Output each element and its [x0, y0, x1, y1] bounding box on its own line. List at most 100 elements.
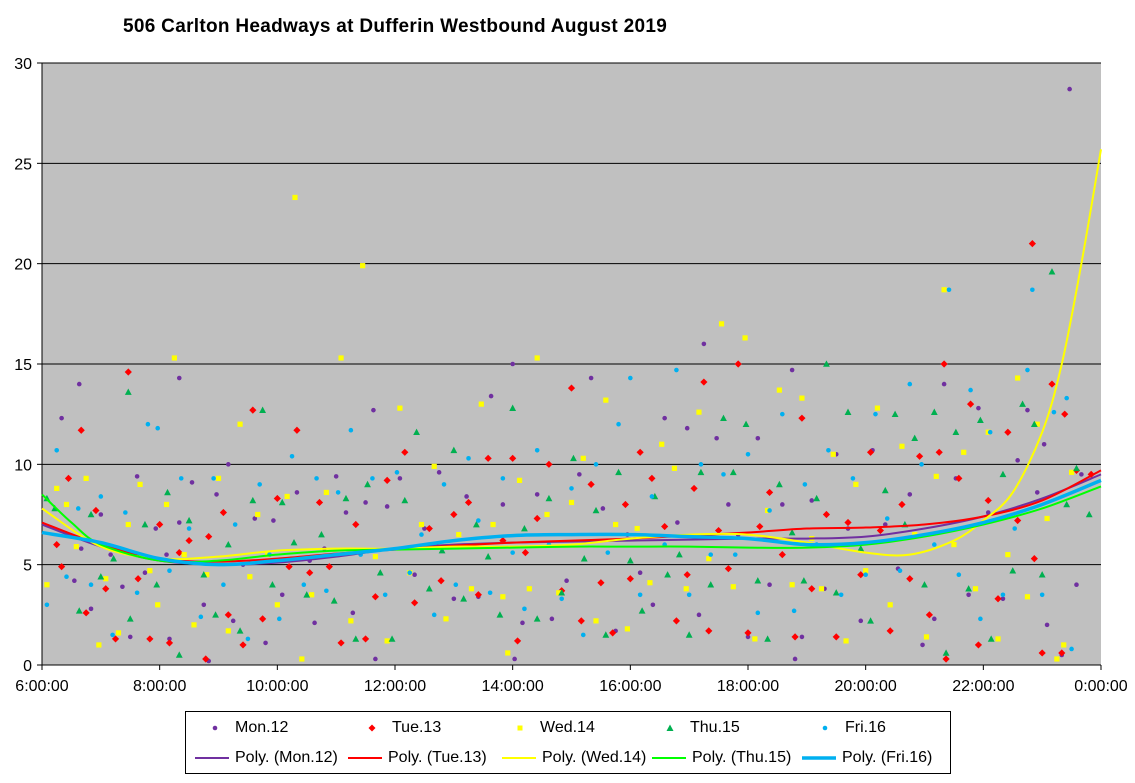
x-tick-label: 22:00:00	[952, 678, 1014, 695]
data-point	[259, 406, 267, 413]
data-point	[350, 610, 356, 616]
data-point	[323, 489, 329, 496]
data-point	[745, 634, 751, 640]
legend-label: Thu.15	[690, 719, 740, 736]
data-point	[808, 585, 816, 593]
data-point	[376, 569, 384, 576]
data-point	[364, 480, 371, 488]
data-point	[363, 500, 368, 505]
data-point	[626, 557, 634, 564]
data-point	[191, 622, 197, 628]
data-point	[942, 655, 950, 663]
data-point	[683, 571, 691, 579]
legend-item-poly-fri16: Poly. (Fri.16)	[800, 747, 932, 769]
data-point	[142, 570, 148, 575]
data-point	[705, 627, 713, 635]
trendline-poly-wed-14	[41, 149, 1102, 561]
data-point	[718, 321, 725, 327]
legend-marker-mon12	[212, 725, 218, 731]
data-point	[211, 476, 216, 481]
data-point	[850, 476, 856, 481]
data-point	[509, 404, 517, 411]
data-point	[285, 563, 293, 571]
data-point	[269, 581, 276, 588]
data-point	[556, 590, 562, 596]
data-point	[436, 470, 442, 475]
y-tick-label: 5	[23, 558, 32, 575]
data-point	[844, 408, 852, 415]
data-point	[425, 585, 433, 592]
data-point	[897, 568, 903, 573]
data-point	[163, 501, 170, 508]
data-point	[985, 510, 991, 515]
data-point	[520, 620, 525, 626]
y-tick-label: 0	[23, 658, 32, 675]
data-point	[567, 384, 576, 392]
legend-item-poly-wed14: Poly. (Wed.14)	[500, 747, 646, 769]
data-point	[164, 552, 169, 557]
data-point	[664, 571, 671, 578]
data-point	[466, 456, 471, 461]
data-point	[259, 615, 267, 623]
data-point	[110, 632, 115, 638]
legend-label: Wed.14	[540, 719, 595, 736]
data-point	[686, 592, 692, 598]
data-point	[941, 287, 947, 293]
data-point	[935, 448, 943, 456]
data-point	[314, 476, 319, 481]
data-point	[721, 472, 726, 477]
legend-item-thu15: Thu.15	[656, 717, 740, 739]
data-point	[189, 480, 195, 485]
data-point	[348, 618, 354, 624]
data-point	[961, 449, 967, 455]
data-point	[64, 574, 69, 580]
data-point	[976, 416, 984, 423]
data-point	[373, 656, 378, 662]
data-point	[185, 516, 193, 524]
data-point	[809, 498, 815, 503]
data-point	[431, 612, 437, 618]
data-point	[75, 607, 83, 614]
data-point	[752, 636, 758, 642]
data-point	[185, 536, 193, 545]
data-point	[453, 582, 459, 588]
data-point	[685, 631, 693, 638]
axes	[41, 63, 1102, 670]
data-point	[732, 552, 738, 557]
data-point	[672, 617, 681, 625]
data-point	[972, 586, 979, 592]
data-point	[360, 263, 366, 269]
data-point	[456, 531, 462, 538]
data-point	[97, 573, 105, 580]
data-point	[299, 656, 305, 662]
legend-label: Poly. (Mon.12)	[235, 749, 338, 766]
data-point	[418, 521, 425, 528]
data-point	[1005, 552, 1011, 558]
data-point	[882, 522, 888, 527]
data-point	[134, 590, 140, 596]
data-point	[600, 506, 606, 511]
data-point	[634, 525, 640, 532]
data-point	[245, 636, 251, 642]
data-point	[650, 602, 656, 608]
data-point	[577, 617, 585, 625]
data-point	[533, 514, 541, 523]
data-point	[696, 612, 702, 618]
trendline-poly-fri-16	[41, 478, 1102, 567]
data-point	[755, 610, 761, 616]
data-point	[499, 536, 507, 545]
data-point	[76, 381, 82, 387]
data-point	[478, 401, 484, 407]
data-point	[615, 468, 622, 476]
data-point	[108, 552, 113, 557]
data-point	[791, 608, 797, 614]
data-point	[372, 554, 378, 560]
data-point	[153, 526, 159, 531]
data-point	[171, 355, 177, 361]
data-point	[545, 494, 553, 502]
data-point	[134, 575, 142, 583]
data-point	[932, 616, 937, 622]
data-point	[500, 502, 506, 507]
data-point	[361, 635, 370, 643]
